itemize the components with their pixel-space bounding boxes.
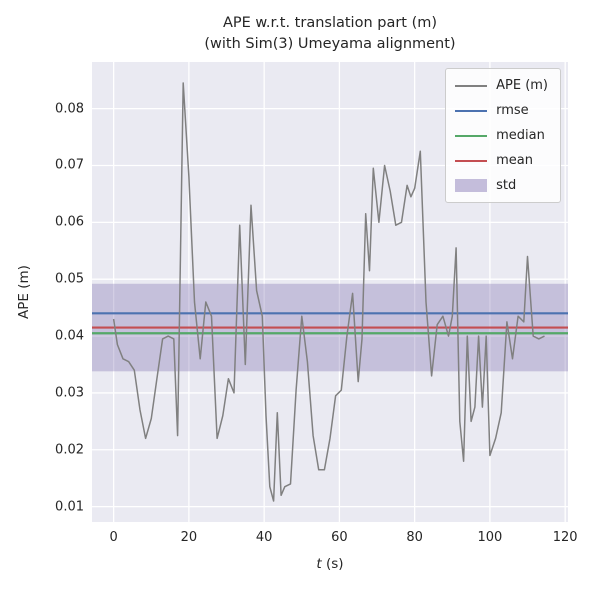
legend-swatch-std bbox=[455, 179, 488, 192]
y-tick-label: 0.07 bbox=[55, 157, 84, 173]
legend-label-mean: mean bbox=[496, 153, 533, 168]
legend-swatch-ape bbox=[455, 84, 488, 87]
chart-title: APE w.r.t. translation part (m) (with Si… bbox=[204, 15, 456, 53]
legend-label-median: median bbox=[496, 128, 545, 143]
x-tick-label: 60 bbox=[331, 530, 348, 545]
y-tick-label: 0.08 bbox=[55, 101, 84, 117]
y-tick-label: 0.04 bbox=[55, 328, 84, 344]
ape-line bbox=[112, 82, 545, 502]
y-tick-label: 0.03 bbox=[55, 385, 84, 401]
x-axis-label-variable: t bbox=[316, 556, 322, 572]
x-axis-label: t (s) bbox=[92, 556, 568, 572]
legend-label-rmse: rmse bbox=[496, 103, 529, 118]
y-tick-label: 0.01 bbox=[55, 499, 84, 515]
legend-item-std: std bbox=[455, 174, 548, 197]
x-tick-label: 120 bbox=[552, 530, 578, 545]
legend-swatch-mean bbox=[455, 159, 488, 162]
legend-label-ape: APE (m) bbox=[496, 78, 548, 93]
x-tick-label: 40 bbox=[255, 530, 273, 545]
y-tick-label: 0.05 bbox=[55, 271, 84, 287]
y-tick-label: 0.02 bbox=[55, 442, 84, 458]
legend-swatch-median bbox=[455, 134, 488, 137]
legend-swatch-rmse bbox=[455, 109, 488, 112]
x-tick-label: 100 bbox=[477, 530, 503, 545]
x-tick-label: 0 bbox=[109, 530, 118, 545]
x-axis-label-unit: (s) bbox=[321, 556, 344, 572]
legend-item-median: median bbox=[455, 124, 548, 147]
x-tick-label: 20 bbox=[180, 530, 198, 545]
plot-area: APE (m) rmse median mean std bbox=[92, 62, 568, 522]
legend-item-ape: APE (m) bbox=[455, 74, 548, 97]
y-tick-label: 0.06 bbox=[55, 214, 84, 230]
x-tick-label: 80 bbox=[406, 530, 423, 545]
legend-item-rmse: rmse bbox=[455, 99, 548, 122]
legend-item-mean: mean bbox=[455, 149, 548, 172]
legend: APE (m) rmse median mean std bbox=[445, 68, 561, 203]
legend-label-std: std bbox=[496, 178, 517, 193]
